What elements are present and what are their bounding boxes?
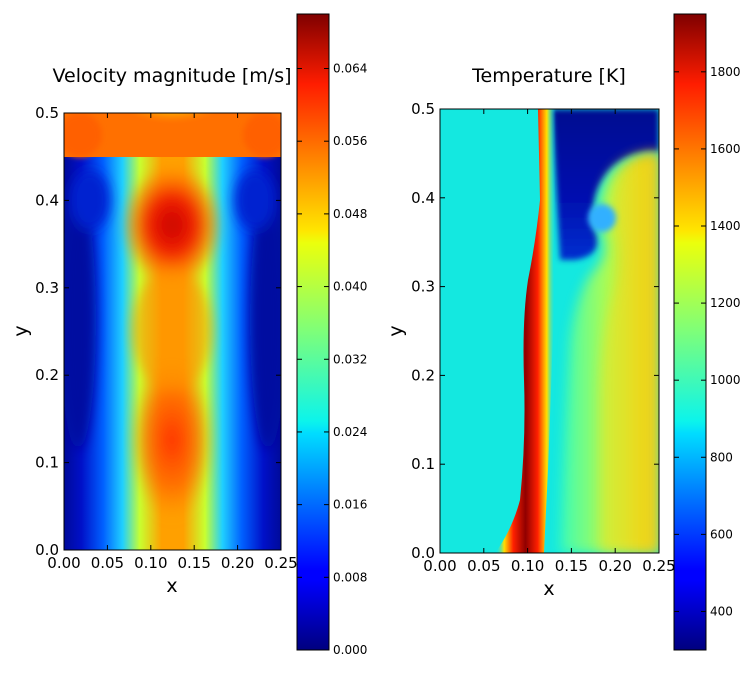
velocity-xtick-label: 0.00: [47, 554, 80, 572]
temperature-colorbar-tick-label: 1600: [710, 142, 741, 156]
temperature-xtick-label: 0.20: [598, 557, 631, 575]
temperature-ylabel: y: [385, 325, 407, 336]
temperature-heatmap: [440, 109, 659, 553]
velocity-xtick-label: 0.05: [91, 554, 124, 572]
temperature-colorbar-tick-label: 1000: [710, 373, 741, 387]
velocity-ytick-label: 0.2: [35, 366, 59, 384]
velocity-xtick-label: 0.15: [177, 554, 210, 572]
temperature-xlabel: x: [543, 578, 554, 600]
velocity-ytick-label: 0.3: [35, 279, 59, 297]
temperature-ytick-label: 0.3: [411, 278, 435, 296]
velocity-xtick-label: 0.20: [221, 554, 254, 572]
temperature-ytick-label: 0.5: [411, 100, 435, 118]
temperature-xtick-label: 0.05: [467, 557, 500, 575]
velocity-heatmap: [64, 113, 281, 550]
temperature-plot-frame: [439, 108, 660, 554]
velocity-colorbar-tick-label: 0.064: [333, 62, 367, 76]
velocity-xtick-label: 0.25: [264, 554, 297, 572]
temperature-xtick-label: 0.15: [555, 557, 588, 575]
temperature-colorbar-tick-label: 1400: [710, 219, 741, 233]
velocity-colorbar-tick-label: 0.048: [333, 207, 367, 221]
velocity-ylabel: y: [10, 325, 32, 336]
temperature-xtick-label: 0.10: [511, 557, 544, 575]
temperature-ytick-label: 0.1: [411, 455, 435, 473]
temperature-ytick-label: 0.0: [411, 544, 435, 562]
temperature-colorbar-tick-label: 400: [710, 604, 733, 618]
velocity-ytick-label: 0.4: [35, 191, 59, 209]
velocity-colorbar-tick-label: 0.024: [333, 425, 367, 439]
velocity-xlabel: x: [166, 575, 177, 597]
velocity-colorbar-tick-label: 0.016: [333, 498, 367, 512]
temperature-colorbar: [673, 13, 707, 651]
temperature-colorbar-tick-label: 1200: [710, 296, 741, 310]
velocity-colorbar-tick-label: 0.032: [333, 352, 367, 366]
velocity-colorbar: [296, 13, 330, 651]
temperature-title: Temperature [K]: [471, 65, 626, 87]
temperature-colorbar-tick-label: 600: [710, 527, 733, 541]
velocity-colorbar-tick-label: 0.008: [333, 570, 367, 584]
velocity-title: Velocity magnitude [m/s]: [52, 65, 291, 87]
velocity-plot-frame: [63, 112, 282, 551]
velocity-ytick-label: 0.5: [35, 104, 59, 122]
velocity-colorbar-tick-label: 0.056: [333, 134, 367, 148]
temperature-colorbar-tick-label: 800: [710, 450, 733, 464]
velocity-colorbar-tick-label: 0.000: [333, 643, 367, 657]
velocity-xtick-label: 0.10: [134, 554, 167, 572]
temperature-xtick-label: 0.25: [642, 557, 675, 575]
velocity-ytick-label: 0.0: [35, 541, 59, 559]
temperature-colorbar-tick-label: 1800: [710, 65, 741, 79]
temperature-ytick-label: 0.4: [411, 189, 435, 207]
velocity-colorbar-tick-label: 0.040: [333, 280, 367, 294]
velocity-ytick-label: 0.1: [35, 454, 59, 472]
temperature-ytick-label: 0.2: [411, 366, 435, 384]
temperature-xtick-label: 0.00: [423, 557, 456, 575]
